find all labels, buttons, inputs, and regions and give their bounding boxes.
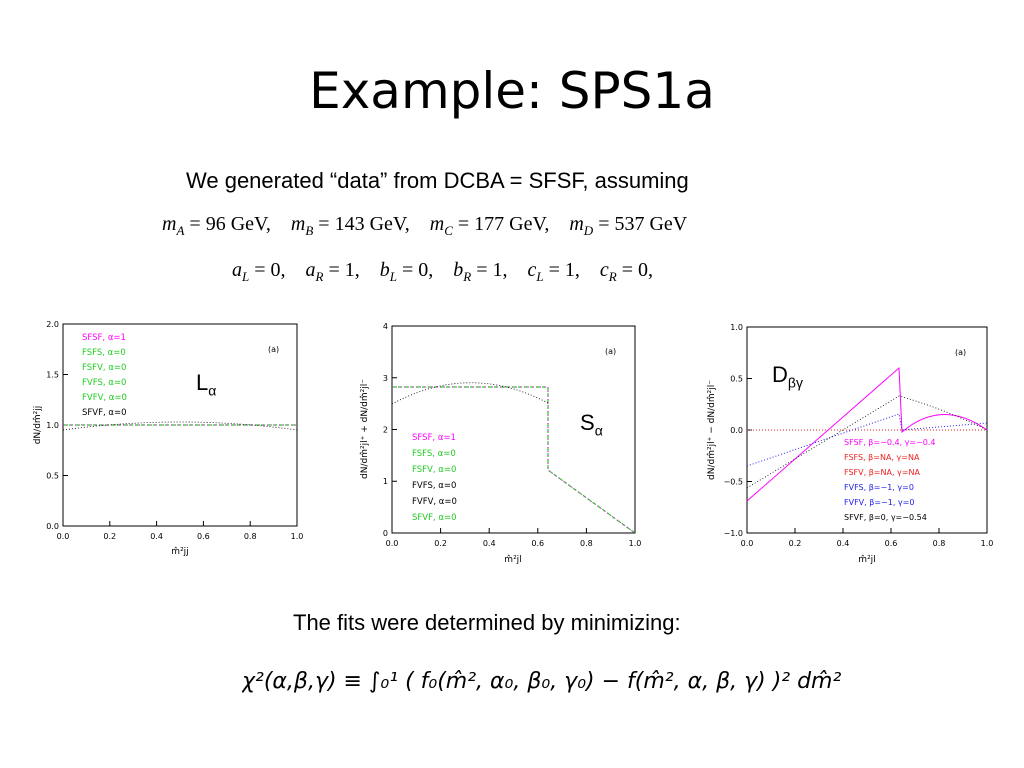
legend-entry: FSFV, α=0 bbox=[412, 465, 456, 475]
plot-l-alpha: 0.0 0.2 0.4 0.6 0.8 1.0 0.0 0.5 1.0 1.5 … bbox=[32, 320, 304, 557]
x-tick: 1.0 bbox=[629, 539, 642, 548]
x-tick: 0.8 bbox=[244, 532, 257, 541]
x-tick: 0.4 bbox=[837, 539, 850, 548]
legend-entry: FVFS, α=0 bbox=[412, 481, 456, 491]
panel-tag: (a) bbox=[955, 348, 966, 357]
y-tick: 3 bbox=[383, 374, 388, 383]
legend-entry: FSFS, β=NA, γ=NA bbox=[844, 453, 920, 462]
legend-entry: FSFV, β=NA, γ=NA bbox=[844, 468, 920, 477]
fits-text: The fits were determined by minimizing: bbox=[293, 610, 681, 635]
legend-entry: SFVF, α=0 bbox=[82, 408, 127, 418]
legend-entry: FSFS, α=0 bbox=[412, 449, 456, 459]
svg-text:χ²(α,β,γ) ≡ ∫₀¹ ( f₀(m̂², α₀,: χ²(α,β,γ) ≡ ∫₀¹ ( f₀(m̂², α₀, β₀, γ₀) − … bbox=[242, 669, 841, 694]
legend-entry: FVFS, α=0 bbox=[82, 378, 126, 388]
panel-tag: (a) bbox=[268, 345, 279, 354]
x-tick: 0.2 bbox=[434, 539, 447, 548]
x-tick: 0.6 bbox=[531, 539, 544, 548]
plot-d-beta-gamma: 0.0 0.2 0.4 0.6 0.8 1.0 −1.0 −0.5 0.0 0.… bbox=[706, 323, 994, 565]
legend-entry: FSFV, α=0 bbox=[82, 363, 126, 373]
y-tick: 1 bbox=[383, 477, 388, 486]
y-tick: 0.0 bbox=[730, 426, 743, 435]
x-tick: 0.4 bbox=[150, 532, 163, 541]
y-axis-label: dN/dm̂²jj bbox=[32, 406, 43, 445]
x-tick: 0.8 bbox=[580, 539, 593, 548]
y-tick: 1.0 bbox=[730, 323, 743, 332]
plot-label-d-beta-gamma: Dβγ bbox=[772, 362, 803, 391]
x-tick: 0.2 bbox=[789, 539, 802, 548]
legend-entry: SFVF, β=0, γ=−0.54 bbox=[844, 513, 927, 522]
legend-entry: FVFS, β=−1, γ=0 bbox=[844, 483, 914, 492]
y-tick: 0.5 bbox=[730, 375, 743, 384]
y-tick: 0 bbox=[383, 529, 388, 538]
couplings-equation: aL = 0, aR = 1, bL = 0, bR = 1, cL = 1, … bbox=[232, 259, 654, 284]
y-axis-label: dN/dm̂²jl⁺ + dN/dm̂²jl⁻ bbox=[359, 379, 370, 479]
x-tick: 1.0 bbox=[291, 532, 304, 541]
x-tick: 0.6 bbox=[197, 532, 210, 541]
y-tick: −1.0 bbox=[724, 529, 743, 538]
x-axis-label: m̂²jl bbox=[858, 554, 875, 565]
x-axis-label: m̂²jj bbox=[171, 546, 188, 557]
y-tick: 2 bbox=[383, 426, 388, 435]
legend-entry: SFSF, α=1 bbox=[82, 333, 126, 343]
legend-entry: FVFV, α=0 bbox=[412, 497, 457, 507]
x-tick: 0.6 bbox=[885, 539, 898, 548]
chi2-formula: χ²(α,β,γ) ≡ ∫₀¹ ( f₀(m̂², α₀, β₀, γ₀) − … bbox=[242, 669, 841, 694]
y-tick: 0.5 bbox=[46, 472, 59, 481]
x-tick: 0.2 bbox=[103, 532, 116, 541]
x-tick: 1.0 bbox=[981, 539, 994, 548]
y-axis-label: dN/dm̂²jl⁺ − dN/dm̂²jl⁻ bbox=[706, 380, 717, 480]
plot-label-l-alpha: Lα bbox=[196, 370, 217, 399]
plot-s-alpha: 0.0 0.2 0.4 0.6 0.8 1.0 0 1 2 3 4 m̂²jl … bbox=[359, 322, 642, 565]
legend-entry: SFSF, β=−0.4, γ=−0.4 bbox=[844, 438, 936, 447]
intro-text: We generated “data” from DCBA = SFSF, as… bbox=[186, 168, 689, 193]
y-tick: 0.0 bbox=[46, 522, 59, 531]
x-tick: 0.4 bbox=[483, 539, 496, 548]
legend-entry: SFVF, α=0 bbox=[412, 513, 457, 523]
x-tick: 0.0 bbox=[57, 532, 70, 541]
x-axis-label: m̂²jl bbox=[504, 554, 521, 565]
y-tick: 1.0 bbox=[46, 421, 59, 430]
legend-entry: FSFS, α=0 bbox=[82, 348, 126, 358]
y-tick: 2.0 bbox=[46, 320, 59, 329]
y-tick: −0.5 bbox=[724, 478, 743, 487]
y-tick: 4 bbox=[383, 322, 388, 331]
slide-title: Example: SPS1a bbox=[309, 62, 715, 120]
y-tick: 1.5 bbox=[46, 371, 59, 380]
legend-entry: FVFV, β=−1, γ=0 bbox=[844, 498, 914, 507]
legend-entry: SFSF, α=1 bbox=[412, 433, 456, 443]
masses-equation: mA = 96 GeV, mB = 143 GeV, mC = 177 GeV,… bbox=[162, 213, 688, 238]
x-tick: 0.0 bbox=[386, 539, 399, 548]
legend-entry: FVFV, α=0 bbox=[82, 393, 127, 403]
plot-label-s-alpha: Sα bbox=[580, 410, 603, 439]
panel-tag: (a) bbox=[605, 347, 616, 356]
x-tick: 0.8 bbox=[933, 539, 946, 548]
x-tick: 0.0 bbox=[741, 539, 754, 548]
